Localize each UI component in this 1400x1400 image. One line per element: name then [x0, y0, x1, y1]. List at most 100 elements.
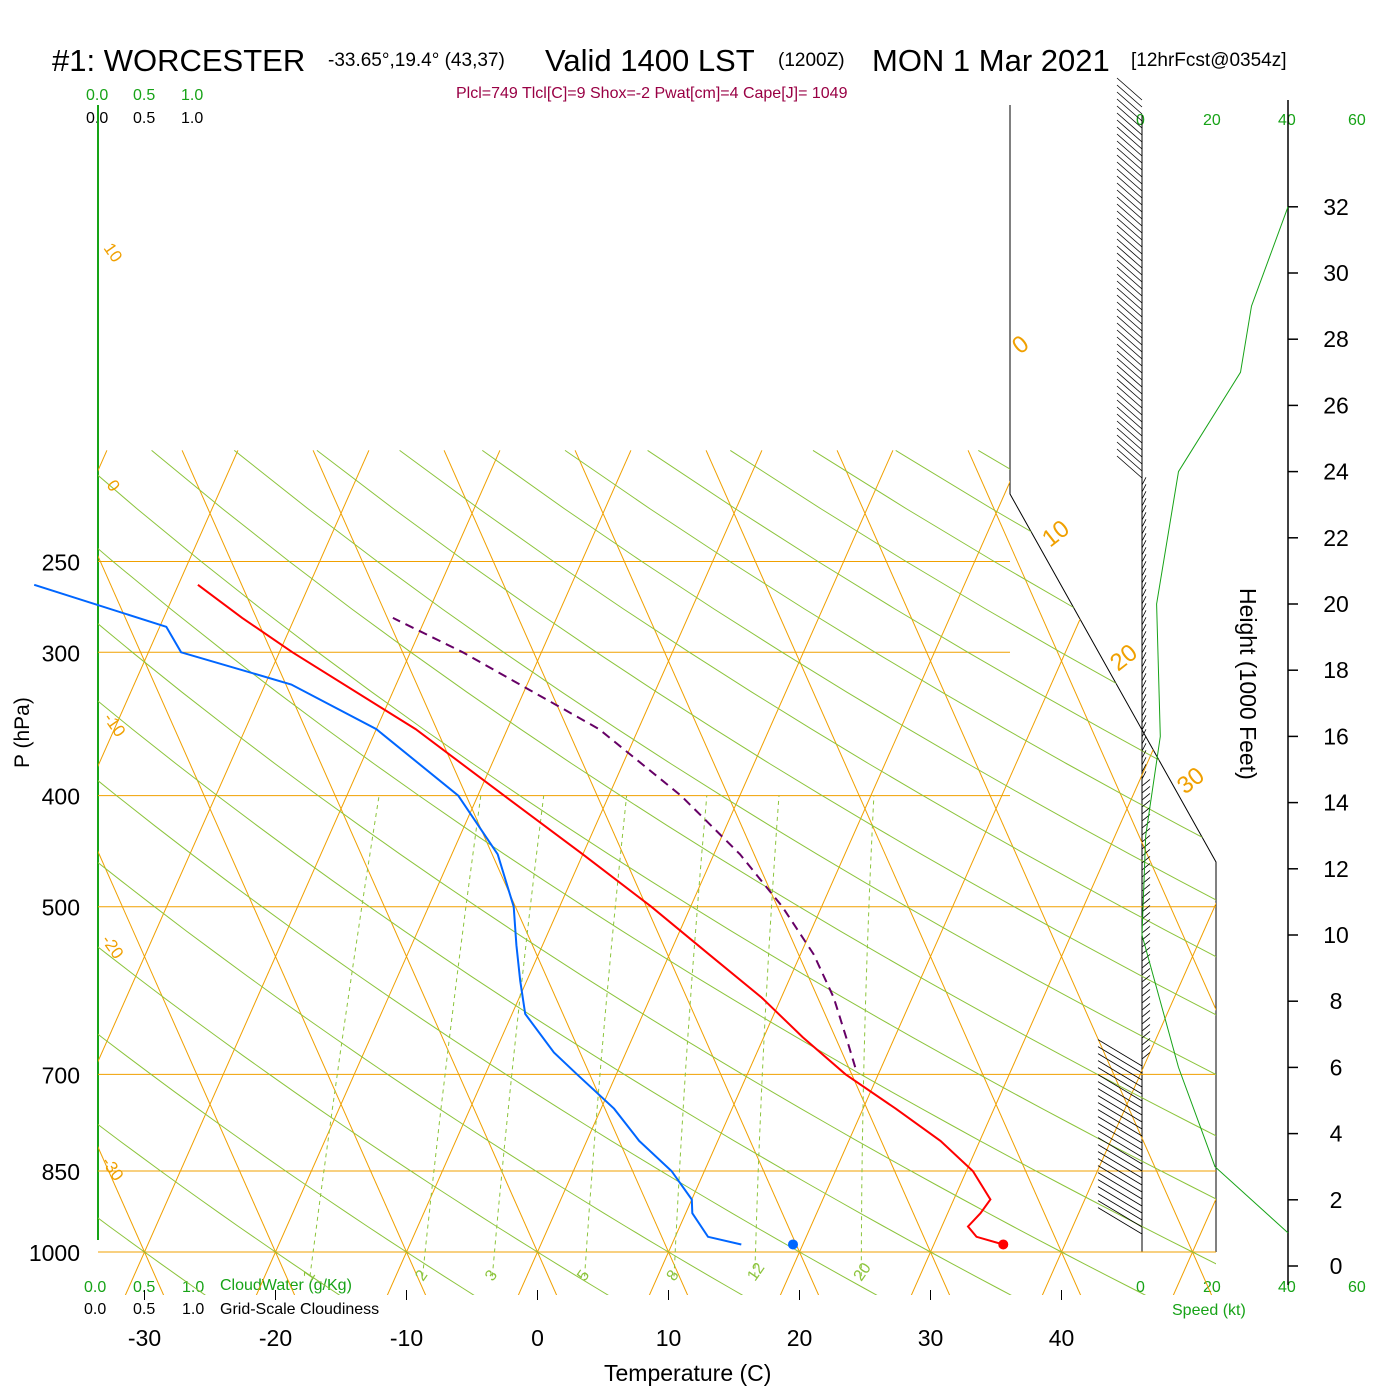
top-scale-green-2: 1.0	[181, 87, 203, 104]
wind-barb	[1097, 1158, 1143, 1186]
wind-barb	[1116, 336, 1143, 360]
wind-barb	[1116, 91, 1143, 115]
wind-barb	[1141, 680, 1147, 689]
wind-barb	[1116, 301, 1143, 325]
station-coords: -33.65°,19.4° (43,37)	[328, 50, 505, 71]
temp-tick-label: -10	[390, 1325, 423, 1351]
isobar-lines: 250 300 400 500 700 850 1000	[29, 549, 1216, 1266]
height-tick-label: 28	[1323, 326, 1349, 352]
isotherm	[908, 450, 1216, 1295]
wind-barb	[1141, 996, 1151, 1004]
isotherm	[777, 450, 1156, 1295]
isotherm	[253, 450, 632, 1295]
top-scale-green-0: 0.0	[86, 87, 108, 104]
mixing-ratio-line	[584, 795, 628, 1277]
speed-axis: 0 20 40 60 0 20 40 60 Speed (kt)	[1136, 112, 1366, 1319]
dry-adiabat	[98, 450, 616, 1295]
wind-barb	[1141, 912, 1151, 920]
wind-speed-profile	[1141, 206, 1289, 1234]
wind-barb	[1141, 666, 1147, 675]
wind-barb	[1116, 252, 1143, 276]
wind-barb	[1141, 856, 1151, 864]
reference-line	[967, 450, 1216, 1295]
speed-bottom-0: 0	[1136, 1279, 1145, 1296]
mixing-ratio-line	[422, 795, 482, 1277]
wind-barb	[1141, 638, 1147, 647]
wind-barb	[1116, 154, 1143, 178]
height-axis-title: Height (1000 Feet)	[1235, 588, 1261, 780]
wind-barb	[1116, 364, 1143, 388]
wind-barb	[1097, 1060, 1143, 1088]
speed-label: Speed (kt)	[1172, 1302, 1246, 1319]
wind-barb	[1116, 196, 1143, 220]
dry-adiabat	[812, 449, 1216, 1295]
y-axis-title: P (hPa)	[11, 697, 34, 768]
wind-barb	[1141, 1010, 1151, 1018]
wind-barb	[1116, 315, 1143, 339]
mixing-ratio-line	[860, 795, 875, 1277]
wind-barb	[1116, 147, 1143, 171]
wind-barb	[1097, 1074, 1143, 1102]
wind-barb	[1116, 84, 1143, 108]
wind-barb	[1141, 1038, 1151, 1046]
wind-barb	[1141, 750, 1147, 759]
height-tick-label: 26	[1323, 392, 1349, 418]
wind-barb	[1116, 448, 1143, 472]
wind-barb	[1116, 273, 1143, 297]
valid-time: Valid 1400 LST	[545, 43, 755, 78]
wind-barb	[1097, 1200, 1143, 1228]
mixing-ratio-line	[309, 795, 380, 1277]
isotherm-lines	[98, 450, 1216, 1295]
wind-barb	[1116, 189, 1143, 213]
wind-barb	[1141, 526, 1147, 535]
wind-barb	[1141, 989, 1151, 997]
wind-barb	[1097, 1207, 1143, 1235]
wind-barb	[1141, 701, 1147, 710]
wind-barb	[1141, 821, 1151, 829]
height-tick-label: 30	[1323, 260, 1349, 286]
wind-barb	[1116, 441, 1143, 465]
plot-boundary	[1009, 105, 1217, 1252]
height-tick-label: 10	[1323, 922, 1349, 948]
mixing-ratio-label: 5	[574, 1267, 593, 1284]
reference-line	[705, 450, 1084, 1295]
wind-barb	[1116, 287, 1143, 311]
temp-tick-label: 10	[656, 1325, 682, 1351]
bottom-cloud-scale: 0.0 0.5 1.0 CloudWater (g/Kg) 0.0 0.5 1.…	[84, 1277, 379, 1318]
wind-barb	[1141, 603, 1147, 612]
dry-adiabat	[399, 449, 1216, 1295]
wind-barb	[1116, 406, 1143, 430]
forecast-info: [12hrFcst@0354z]	[1131, 50, 1287, 71]
wind-barb	[1141, 1024, 1151, 1032]
top-scale-green-1: 0.5	[133, 87, 155, 104]
wind-barb	[1097, 1109, 1143, 1137]
reference-line	[312, 450, 691, 1295]
wind-barb	[1097, 1067, 1143, 1095]
dry-adiabat	[98, 450, 751, 1295]
wind-barb	[1141, 786, 1151, 794]
stability-indices: Plcl=749 Tlcl[C]=9 Shox=-2 Pwat[cm]=4 Ca…	[456, 85, 848, 102]
wind-barb	[1116, 182, 1143, 206]
isotherm-label-left: -20	[98, 931, 128, 962]
wind-speed-line	[1141, 206, 1289, 1234]
wind-barb	[1141, 757, 1147, 766]
wind-barb	[1141, 589, 1147, 598]
speed-top-40: 40	[1278, 112, 1296, 129]
wind-barb	[1116, 434, 1143, 458]
temp-tick-label: -30	[128, 1325, 161, 1351]
dry-adiabat	[98, 450, 1020, 1295]
wind-barb	[1141, 729, 1147, 738]
speed-bottom-20: 20	[1203, 1279, 1221, 1296]
temp-tick-label: 40	[1049, 1325, 1075, 1351]
wind-barb	[1141, 694, 1147, 703]
wind-barbs	[1097, 77, 1151, 1235]
dry-adiabat	[730, 449, 1216, 1295]
dry-adiabat	[98, 450, 481, 1295]
wind-barb	[1097, 1137, 1143, 1165]
wind-barb	[1141, 771, 1147, 780]
top-cloud-scale: 0.0 0.5 1.0 0.0 0.5 1.0	[86, 87, 203, 127]
reference-line	[181, 450, 560, 1295]
wind-barb	[1141, 568, 1147, 577]
